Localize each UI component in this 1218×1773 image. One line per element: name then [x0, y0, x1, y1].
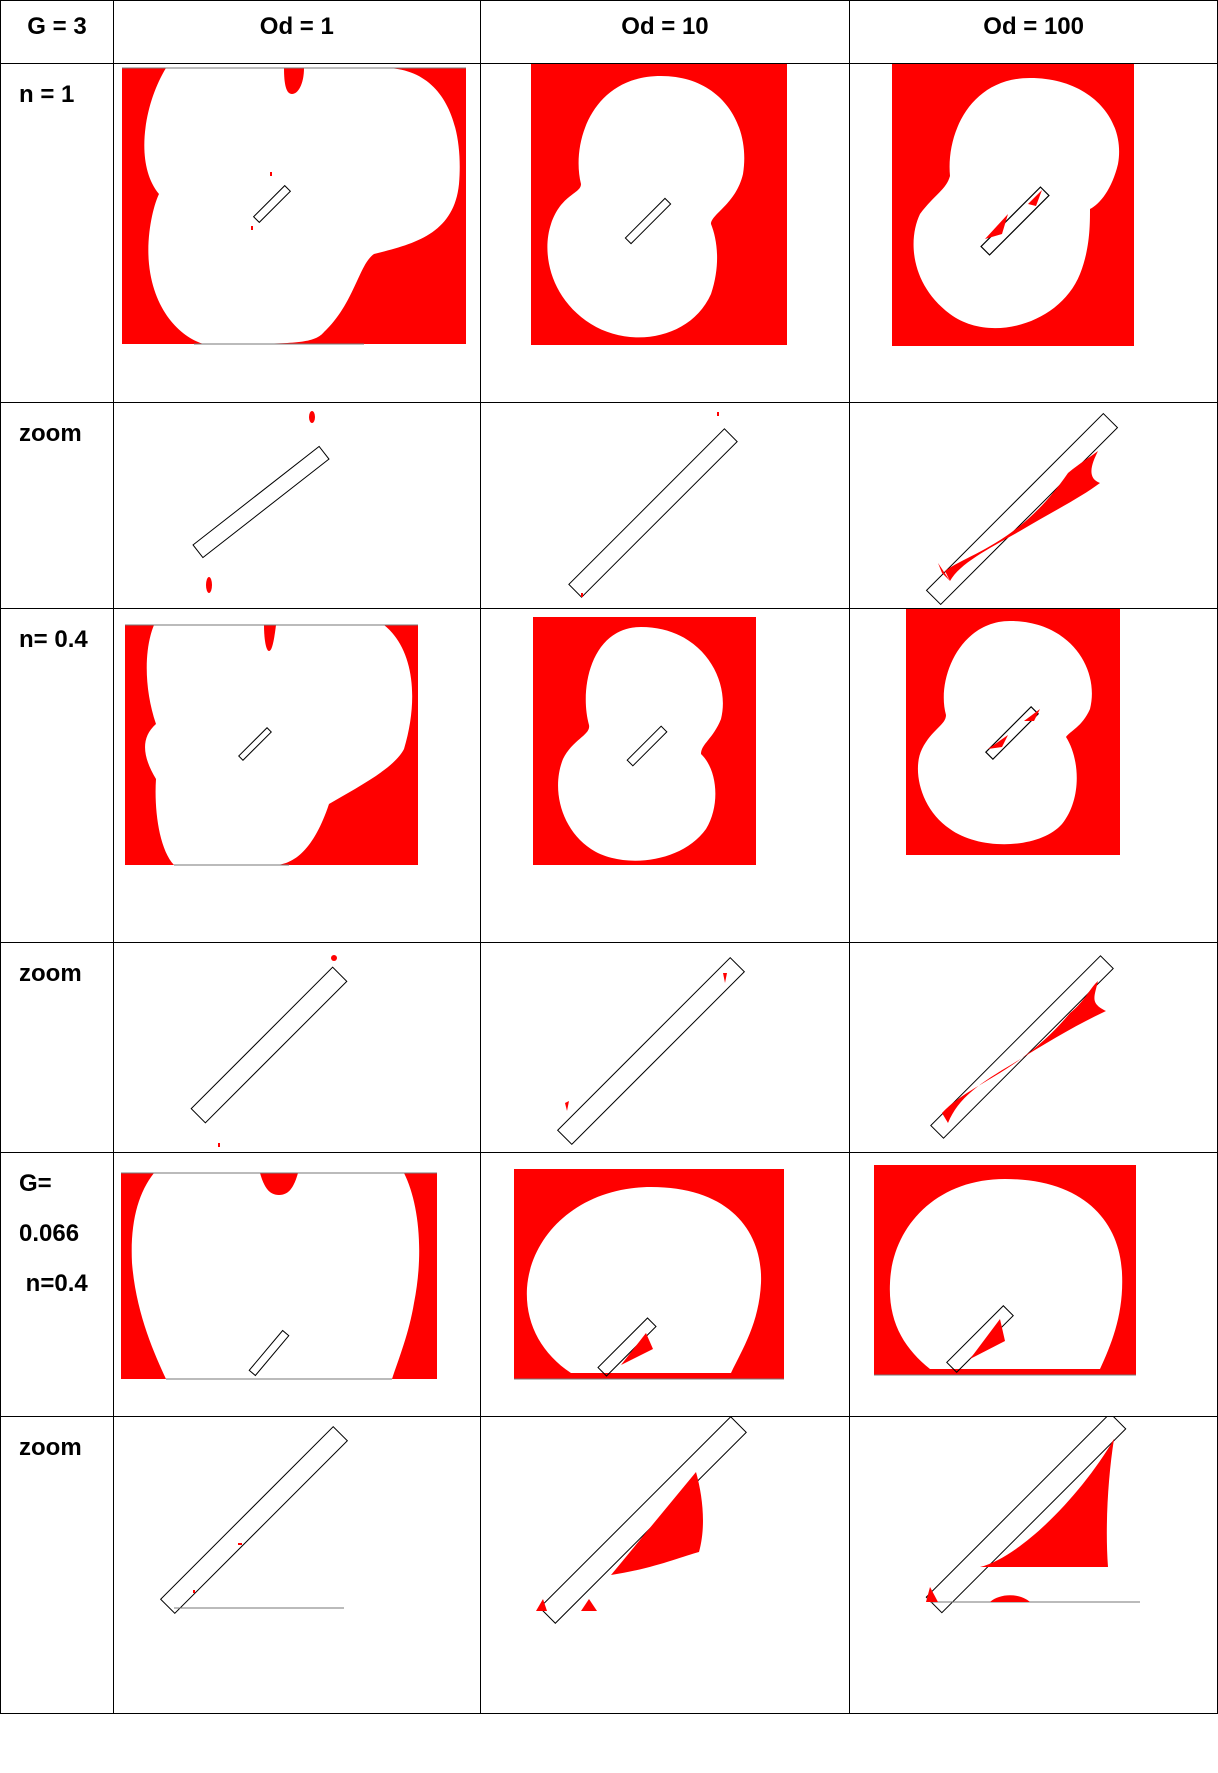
figure-cell: [849, 402, 1218, 609]
figure-cell: [112, 608, 481, 943]
figure-cell: [479, 402, 851, 609]
figure-cell: [112, 402, 481, 609]
figure-g0066-od10: [513, 1169, 784, 1380]
figure-zoom2-od10: [556, 956, 745, 1146]
figure-g0066-od100: [874, 1165, 1137, 1376]
figure-cell: [479, 942, 851, 1153]
figure-zoom2-od1: [190, 955, 348, 1147]
row-label: n = 1: [0, 63, 114, 403]
figure-n04-od100: [906, 609, 1121, 855]
row-n1: n = 1: [0, 63, 1218, 403]
row-zoom-1: zoom: [0, 402, 1218, 609]
figure-cell: [849, 1416, 1218, 1714]
row-zoom-3: zoom: [0, 1416, 1218, 1714]
figure-cell: [112, 63, 481, 403]
row-label: zoom: [0, 1416, 114, 1714]
row-label: n= 0.4: [0, 608, 114, 943]
figure-n1-od1: [121, 67, 466, 345]
figure-zoom2-od100: [930, 955, 1115, 1139]
figure-cell: [479, 608, 851, 943]
row-label: zoom: [0, 402, 114, 609]
figure-cell: [479, 1416, 851, 1714]
figure-cell: [479, 63, 851, 403]
column-header-od100: Od = 100: [849, 0, 1218, 64]
header-row: G = 3 Od = 1 Od = 10 Od = 100: [0, 0, 1218, 64]
figure-cell: [479, 1152, 851, 1417]
figure-cell: [112, 1152, 481, 1417]
figure-zoom3-od100: [925, 1417, 1141, 1614]
row-label: G= 0.066 n=0.4: [0, 1152, 114, 1417]
figure-n1-od10: [530, 64, 787, 345]
figure-cell: [849, 942, 1218, 1153]
figure-n04-od10: [532, 617, 756, 865]
figure-g0066-od1: [120, 1172, 437, 1380]
figure-cell: [849, 63, 1218, 403]
figure-zoom3-od1: [159, 1425, 349, 1615]
figure-n1-od100: [892, 64, 1135, 346]
row-n04: n= 0.4: [0, 608, 1218, 943]
row-label: zoom: [0, 942, 114, 1153]
column-header-od10: Od = 10: [479, 0, 851, 64]
figure-zoom1-od1: [192, 411, 330, 593]
column-header-od1: Od = 1: [112, 0, 481, 64]
corner-header: G = 3: [0, 0, 114, 64]
row-g0066: G= 0.066 n=0.4: [0, 1152, 1218, 1417]
figure-cell: [112, 1416, 481, 1714]
row-zoom-2: zoom: [0, 942, 1218, 1153]
figure-n04-od1: [124, 624, 418, 866]
figure-cell: [849, 608, 1218, 943]
figure-cell: [849, 1152, 1218, 1417]
results-table: G = 3 Od = 1 Od = 10 Od = 100 n = 1: [0, 0, 1218, 1714]
figure-zoom1-od100: [926, 412, 1119, 606]
figure-cell: [112, 942, 481, 1153]
figure-zoom3-od10: [535, 1417, 747, 1624]
figure-zoom1-od10: [567, 412, 738, 598]
